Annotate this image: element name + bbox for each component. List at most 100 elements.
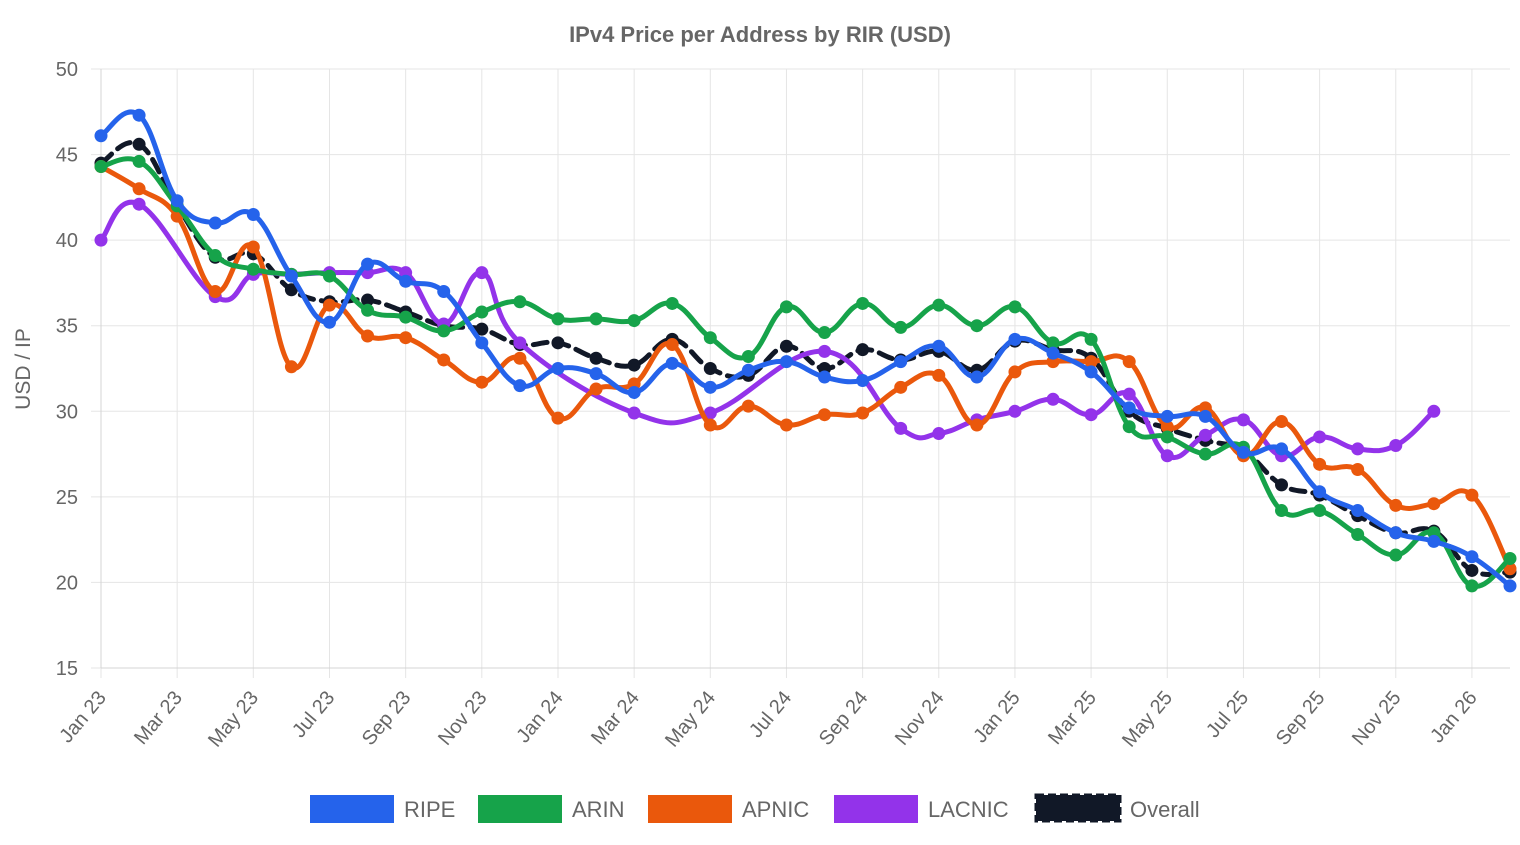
data-point-apnic[interactable] — [246, 240, 260, 254]
data-point-lacnic[interactable] — [1313, 430, 1327, 444]
data-point-lacnic[interactable] — [627, 406, 641, 420]
data-point-arin[interactable] — [818, 326, 832, 340]
data-point-arin[interactable] — [856, 296, 870, 310]
data-point-apnic[interactable] — [208, 284, 222, 298]
data-point-arin[interactable] — [1389, 548, 1403, 562]
data-point-arin[interactable] — [932, 298, 946, 312]
data-point-arin[interactable] — [1275, 504, 1289, 518]
data-point-apnic[interactable] — [1465, 488, 1479, 502]
data-point-lacnic[interactable] — [894, 421, 908, 435]
data-point-apnic[interactable] — [1008, 365, 1022, 379]
data-point-lacnic[interactable] — [818, 344, 832, 358]
data-point-lacnic[interactable] — [703, 406, 717, 420]
data-point-ripe[interactable] — [1198, 409, 1212, 423]
data-point-arin[interactable] — [1503, 551, 1517, 565]
data-point-arin[interactable] — [741, 350, 755, 364]
data-point-apnic[interactable] — [1351, 462, 1365, 476]
data-point-overall[interactable] — [627, 358, 641, 372]
data-point-ripe[interactable] — [322, 315, 336, 329]
data-point-arin[interactable] — [551, 312, 565, 326]
data-point-arin[interactable] — [1008, 300, 1022, 314]
data-point-ripe[interactable] — [1084, 365, 1098, 379]
data-point-arin[interactable] — [513, 295, 527, 309]
data-point-arin[interactable] — [627, 314, 641, 328]
data-point-lacnic[interactable] — [1160, 449, 1174, 463]
data-point-apnic[interactable] — [284, 360, 298, 374]
data-point-apnic[interactable] — [894, 380, 908, 394]
data-point-ripe[interactable] — [818, 370, 832, 384]
data-point-apnic[interactable] — [551, 411, 565, 425]
data-point-ripe[interactable] — [208, 216, 222, 230]
data-point-apnic[interactable] — [1084, 355, 1098, 369]
data-point-apnic[interactable] — [1275, 415, 1289, 429]
data-point-arin[interactable] — [894, 320, 908, 334]
data-point-arin[interactable] — [399, 310, 413, 324]
data-point-arin[interactable] — [1351, 528, 1365, 542]
data-point-arin[interactable] — [1084, 332, 1098, 346]
data-point-ripe[interactable] — [132, 108, 146, 122]
data-point-apnic[interactable] — [932, 368, 946, 382]
data-point-apnic[interactable] — [741, 399, 755, 413]
data-point-arin[interactable] — [475, 305, 489, 319]
data-point-overall[interactable] — [551, 336, 565, 350]
data-point-apnic[interactable] — [818, 408, 832, 422]
data-point-ripe[interactable] — [284, 269, 298, 283]
data-point-arin[interactable] — [1122, 420, 1136, 434]
data-point-arin[interactable] — [1046, 336, 1060, 350]
data-point-ripe[interactable] — [399, 274, 413, 288]
data-point-lacnic[interactable] — [1046, 392, 1060, 406]
data-point-ripe[interactable] — [856, 373, 870, 387]
data-point-ripe[interactable] — [475, 336, 489, 350]
data-point-apnic[interactable] — [703, 418, 717, 432]
data-point-lacnic[interactable] — [932, 427, 946, 441]
data-point-lacnic[interactable] — [132, 197, 146, 211]
data-point-ripe[interactable] — [1351, 504, 1365, 518]
data-point-ripe[interactable] — [1503, 579, 1517, 593]
data-point-ripe[interactable] — [1275, 442, 1289, 456]
data-point-arin[interactable] — [589, 312, 603, 326]
data-point-ripe[interactable] — [703, 380, 717, 394]
data-point-overall[interactable] — [284, 283, 298, 297]
data-point-arin[interactable] — [1160, 430, 1174, 444]
legend-item-ripe[interactable]: RIPE — [310, 795, 455, 823]
data-point-apnic[interactable] — [1313, 457, 1327, 471]
data-point-ripe[interactable] — [589, 367, 603, 381]
data-point-overall[interactable] — [132, 137, 146, 151]
data-point-arin[interactable] — [703, 331, 717, 345]
data-point-ripe[interactable] — [1008, 332, 1022, 346]
data-point-apnic[interactable] — [970, 418, 984, 432]
data-point-arin[interactable] — [322, 269, 336, 283]
data-point-apnic[interactable] — [322, 298, 336, 312]
data-point-overall[interactable] — [703, 362, 717, 375]
data-point-overall[interactable] — [361, 293, 375, 307]
data-point-ripe[interactable] — [1236, 445, 1250, 459]
data-point-apnic[interactable] — [132, 182, 146, 196]
data-point-apnic[interactable] — [437, 353, 451, 367]
data-point-lacnic[interactable] — [1236, 413, 1250, 427]
data-point-apnic[interactable] — [1122, 355, 1136, 369]
data-point-ripe[interactable] — [932, 339, 946, 353]
data-point-arin[interactable] — [246, 262, 260, 276]
data-point-ripe[interactable] — [437, 284, 451, 298]
data-point-apnic[interactable] — [361, 329, 375, 343]
data-point-ripe[interactable] — [665, 356, 679, 370]
data-point-lacnic[interactable] — [513, 336, 527, 350]
data-point-ripe[interactable] — [94, 129, 108, 143]
data-point-arin[interactable] — [437, 324, 451, 338]
data-point-ripe[interactable] — [1160, 409, 1174, 423]
legend-item-apnic[interactable]: APNIC — [648, 795, 809, 823]
data-point-ripe[interactable] — [551, 362, 565, 375]
data-point-apnic[interactable] — [1389, 498, 1403, 512]
data-point-ripe[interactable] — [1122, 401, 1136, 415]
data-point-arin[interactable] — [779, 300, 793, 314]
data-point-apnic[interactable] — [665, 338, 679, 352]
data-point-overall[interactable] — [1275, 478, 1289, 492]
data-point-overall[interactable] — [475, 322, 489, 336]
data-point-ripe[interactable] — [246, 207, 260, 221]
data-point-apnic[interactable] — [513, 351, 527, 365]
data-point-ripe[interactable] — [627, 385, 641, 399]
data-point-ripe[interactable] — [970, 370, 984, 384]
data-point-overall[interactable] — [1465, 563, 1479, 577]
data-point-overall[interactable] — [779, 339, 793, 353]
data-point-apnic[interactable] — [1427, 497, 1441, 511]
